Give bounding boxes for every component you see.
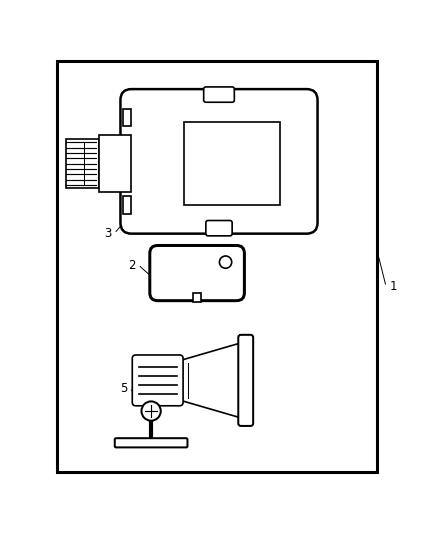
FancyBboxPatch shape <box>120 89 318 233</box>
Polygon shape <box>180 341 247 420</box>
Text: 5: 5 <box>120 382 127 395</box>
Text: 3: 3 <box>104 227 112 240</box>
Circle shape <box>219 256 232 268</box>
Text: 1: 1 <box>390 280 397 293</box>
FancyBboxPatch shape <box>123 109 131 126</box>
FancyBboxPatch shape <box>150 246 244 301</box>
FancyBboxPatch shape <box>206 221 232 236</box>
Text: 2: 2 <box>128 259 136 272</box>
Circle shape <box>141 401 161 421</box>
FancyBboxPatch shape <box>99 135 131 192</box>
FancyBboxPatch shape <box>238 335 253 426</box>
FancyBboxPatch shape <box>123 197 131 214</box>
FancyBboxPatch shape <box>204 87 234 102</box>
FancyBboxPatch shape <box>193 293 201 302</box>
FancyBboxPatch shape <box>115 438 187 447</box>
FancyBboxPatch shape <box>132 355 183 406</box>
FancyBboxPatch shape <box>184 122 280 205</box>
FancyBboxPatch shape <box>66 140 99 188</box>
